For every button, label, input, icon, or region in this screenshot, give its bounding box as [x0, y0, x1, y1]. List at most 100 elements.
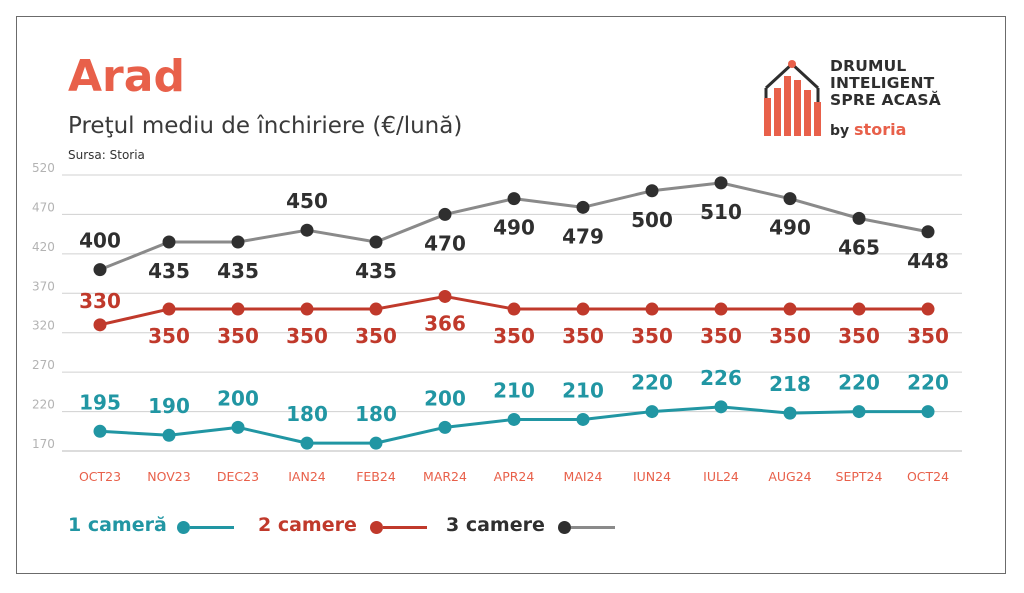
data-label-1-room: 218 [769, 372, 811, 396]
data-point-1-room [300, 436, 314, 450]
data-label-2-rooms: 350 [631, 324, 673, 348]
data-label-3-rooms: 500 [631, 208, 673, 232]
legend-marker-2-rooms [370, 521, 383, 534]
x-tick-label: OCT23 [79, 469, 121, 484]
data-point-1-room [576, 412, 590, 426]
data-point-1-room [369, 436, 383, 450]
data-point-1-room [507, 412, 521, 426]
data-point-1-room [231, 420, 245, 434]
data-point-1-room [852, 405, 866, 419]
x-tick-label: DEC23 [217, 469, 259, 484]
x-tick-label: IAN24 [288, 469, 326, 484]
legend-label-1-room: 1 cameră [68, 514, 167, 536]
y-tick-label: 320 [32, 319, 55, 333]
data-point-3-rooms [507, 192, 521, 206]
data-point-1-room [645, 405, 659, 419]
chart-city-title: Arad [68, 51, 185, 102]
data-label-2-rooms: 350 [769, 324, 811, 348]
y-tick-label: 170 [32, 437, 55, 451]
x-tick-label: NOV23 [147, 469, 190, 484]
data-label-3-rooms: 435 [355, 259, 397, 283]
data-point-1-room [783, 406, 797, 420]
y-tick-label: 270 [32, 358, 55, 372]
data-point-3-rooms [852, 211, 866, 225]
brand-line-3: SPRE ACASĂ [830, 91, 941, 109]
x-tick-label: APR24 [494, 469, 535, 484]
data-label-2-rooms: 350 [907, 324, 949, 348]
brand-by-storia: by storia [830, 120, 906, 139]
chart-subtitle: Preţul mediu de închiriere (€/lună) [68, 113, 463, 139]
data-label-2-rooms: 350 [838, 324, 880, 348]
data-point-2-rooms [300, 302, 314, 316]
data-label-2-rooms: 330 [79, 289, 121, 313]
data-point-2-rooms [921, 302, 935, 316]
x-tick-label: OCT24 [907, 469, 949, 484]
data-point-1-room [921, 405, 935, 419]
data-label-2-rooms: 350 [700, 324, 742, 348]
data-point-2-rooms [93, 318, 107, 332]
x-tick-label: MAI24 [564, 469, 603, 484]
data-label-3-rooms: 490 [769, 216, 811, 240]
data-point-1-room [93, 424, 107, 438]
brand-by-label: by [830, 123, 850, 139]
data-label-3-rooms: 490 [493, 216, 535, 240]
data-point-3-rooms [921, 225, 935, 239]
data-label-1-room: 200 [217, 386, 259, 410]
y-tick-label: 220 [32, 398, 55, 412]
data-label-3-rooms: 470 [424, 231, 466, 255]
data-point-3-rooms [576, 200, 590, 214]
data-label-2-rooms: 350 [148, 324, 190, 348]
data-label-1-room: 180 [286, 402, 328, 426]
data-label-3-rooms: 435 [217, 259, 259, 283]
x-tick-label: IUN24 [633, 469, 671, 484]
x-tick-label: FEB24 [356, 469, 396, 484]
data-point-1-room [714, 400, 728, 414]
data-point-2-rooms [576, 302, 590, 316]
data-point-3-rooms [231, 235, 245, 249]
chart-frame [16, 16, 1006, 574]
data-point-2-rooms [438, 289, 452, 303]
data-label-1-room: 190 [148, 394, 190, 418]
data-label-1-room: 226 [700, 366, 742, 390]
data-label-3-rooms: 448 [907, 249, 949, 273]
data-point-2-rooms [645, 302, 659, 316]
legend-marker-3-rooms [558, 521, 571, 534]
legend-line-1-room [190, 526, 234, 529]
data-label-1-room: 220 [838, 371, 880, 395]
data-label-3-rooms: 465 [838, 235, 880, 259]
data-label-2-rooms: 350 [217, 324, 259, 348]
data-point-3-rooms [714, 176, 728, 190]
data-label-3-rooms: 479 [562, 224, 604, 248]
data-point-1-room [438, 420, 452, 434]
data-label-2-rooms: 350 [562, 324, 604, 348]
brand-title: DRUMUL INTELIGENT SPRE ACASĂ [830, 58, 941, 109]
data-point-3-rooms [93, 263, 107, 277]
legend-marker-1-room [177, 521, 190, 534]
data-label-2-rooms: 350 [355, 324, 397, 348]
brand-logo: DRUMUL INTELIGENT SPRE ACASĂ by storia [762, 58, 967, 139]
data-label-1-room: 210 [562, 378, 604, 402]
data-label-1-room: 180 [355, 402, 397, 426]
data-point-2-rooms [783, 302, 797, 316]
y-tick-label: 420 [32, 240, 55, 254]
data-point-3-rooms [369, 235, 383, 249]
data-point-3-rooms [438, 207, 452, 221]
legend-label-2-rooms: 2 camere [258, 514, 357, 536]
data-point-1-room [162, 428, 176, 442]
house-bars-logo-icon [764, 60, 821, 136]
x-tick-label: MAR24 [423, 469, 467, 484]
data-label-1-room: 200 [424, 386, 466, 410]
chart-source: Sursa: Storia [68, 148, 145, 162]
brand-line-2: INTELIGENT [830, 74, 935, 92]
data-label-3-rooms: 400 [79, 229, 121, 253]
y-tick-label: 370 [32, 279, 55, 293]
brand-storia-label: storia [854, 120, 907, 139]
data-label-1-room: 195 [79, 390, 121, 414]
data-point-2-rooms [507, 302, 521, 316]
data-point-3-rooms [645, 184, 659, 198]
data-label-2-rooms: 350 [286, 324, 328, 348]
data-label-1-room: 220 [631, 371, 673, 395]
data-label-3-rooms: 450 [286, 189, 328, 213]
x-tick-label: AUG24 [768, 469, 811, 484]
